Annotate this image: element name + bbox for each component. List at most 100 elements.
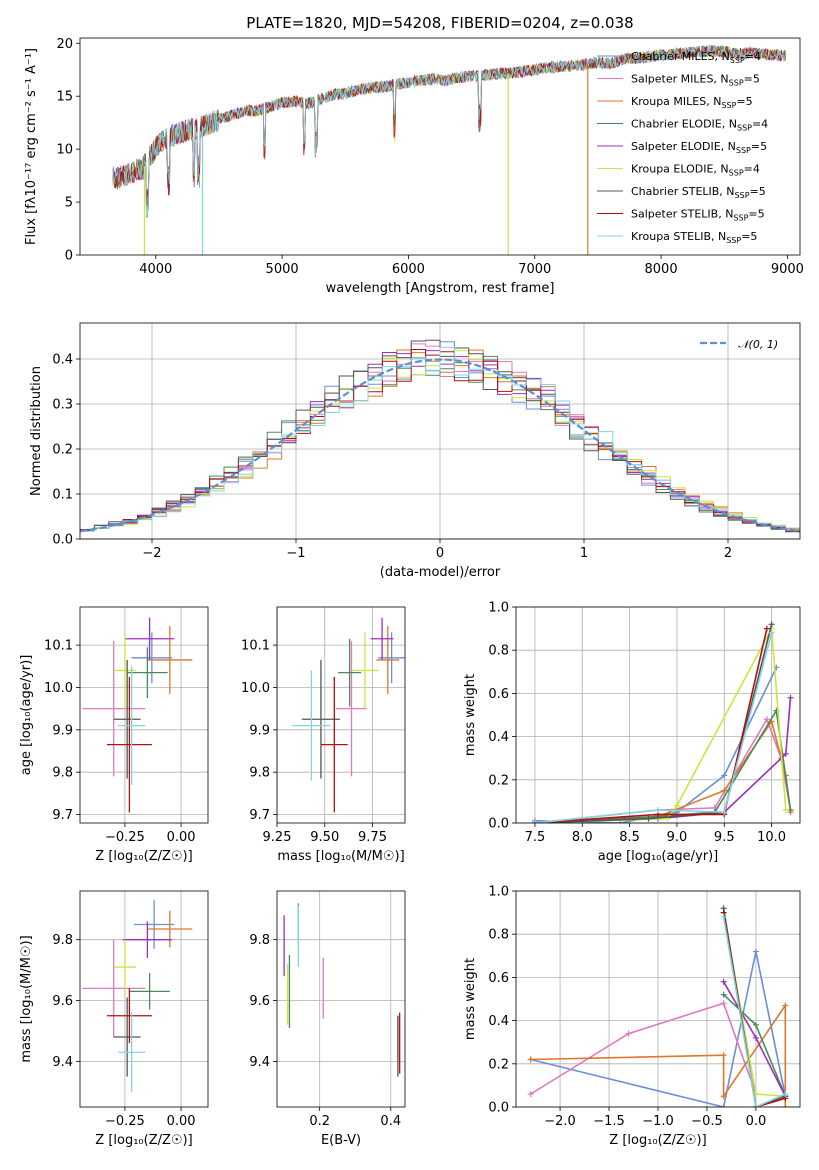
- y-tick-label: 0.2: [52, 443, 73, 458]
- x-tick-label: 0.00: [167, 1114, 196, 1129]
- weight-series: [530, 1002, 757, 1095]
- weight-marker: [782, 1091, 789, 1098]
- y-tick-label: 0.0: [488, 817, 509, 832]
- y-tick-label: 20: [56, 37, 73, 52]
- y-tick-label: 0.8: [488, 644, 509, 659]
- x-tick-label: 9000: [771, 262, 804, 277]
- errorbar-point: [338, 638, 362, 707]
- y-tick-label: 0.0: [52, 533, 73, 548]
- weight-series: [530, 951, 787, 1107]
- plot-area: [82, 900, 193, 1092]
- x-tick-label: 0.00: [167, 830, 196, 845]
- weight-series: [534, 632, 773, 823]
- errorbar-point: [113, 659, 141, 779]
- errorbar-point: [82, 640, 146, 777]
- y-tick-label: 0.4: [488, 1014, 509, 1029]
- x-tick-label: 1: [580, 546, 588, 561]
- x-axis-label: Z [log₁₀(Z/Z☉)]: [95, 849, 192, 864]
- x-axis-label: Z [log₁₀(Z/Z☉)]: [95, 1133, 192, 1148]
- y-tick-label: 1.0: [488, 885, 509, 900]
- y-tick-label: 9.8: [249, 766, 270, 781]
- panel-spectrum: 4000 5000 6000 7000 8000 9000 0 5 10 15 20 waveleng…: [24, 37, 804, 296]
- errorbar-point: [147, 626, 193, 694]
- weight-marker: [752, 1021, 759, 1028]
- y-tick-label: 1.0: [488, 601, 509, 616]
- errorbar-point: [147, 910, 193, 948]
- x-tick-label: 8.5: [619, 830, 640, 845]
- y-tick-label: 9.6: [52, 994, 73, 1009]
- weight-series: [723, 994, 787, 1097]
- errorbar-point: [127, 647, 168, 699]
- y-tick-label: 9.8: [249, 933, 270, 948]
- x-axis-label: E(B-V): [321, 1133, 361, 1148]
- weight-marker: [768, 629, 775, 636]
- errorbar-point: [106, 988, 152, 1044]
- panel-mass-vs-Z: −0.25 0.00 9.4 9.6 9.8 Z [log₁₀(Z/Z☉)] mass [l…: [19, 890, 209, 1148]
- weight-marker: [720, 1093, 727, 1100]
- x-tick-label: −2.0: [544, 1114, 576, 1129]
- x-axis-label: Z [log₁₀(Z/Z☉)]: [609, 1133, 706, 1148]
- x-tick-label: −0.5: [691, 1114, 723, 1129]
- weight-marker: [720, 1052, 727, 1059]
- legend-entry: 𝒩(0, 1): [738, 338, 778, 351]
- x-tick-label: 10.0: [757, 830, 786, 845]
- y-tick-label: 15: [56, 90, 73, 105]
- figure-title: PLATE=1820, MJD=54208, FIBERID=0204, z=0…: [246, 14, 633, 32]
- weight-marker: [763, 716, 770, 723]
- y-tick-label: 0.6: [488, 687, 509, 702]
- weight-marker: [721, 809, 728, 816]
- weight-marker: [721, 772, 728, 779]
- legend-entry: Chabrier ELODIE, NSSP=4: [631, 118, 768, 133]
- weight-marker: [720, 913, 727, 920]
- x-tick-label: 0.4: [380, 1114, 401, 1129]
- weight-marker: [625, 1030, 632, 1037]
- legend-entry: Chabrier MILES, NSSP=4: [631, 50, 761, 65]
- errorbar-point: [133, 900, 175, 949]
- weight-series: [534, 624, 773, 823]
- y-tick-label: 9.4: [52, 1055, 73, 1070]
- plot-area: [82, 617, 193, 813]
- y-axis-label: mass weight: [463, 674, 478, 756]
- x-axis-label: mass [log₁₀(M/M☉)]: [277, 849, 404, 864]
- weight-marker: [645, 815, 652, 822]
- plot-area: [292, 617, 405, 813]
- errorbar-point: [113, 632, 137, 709]
- errorbar-point: [113, 997, 141, 1077]
- plot-area: [80, 339, 800, 534]
- panel-residuals: −2 −1 0 1 2 0.0 0.1 0.2 0.3 0.4 (data-model)/error…: [29, 322, 801, 580]
- y-tick-label: 10.1: [241, 639, 270, 654]
- y-tick-label: 9.6: [249, 994, 270, 1009]
- errorbar-point: [82, 939, 146, 1038]
- panel-weight-vs-age: 7.5 8.0 8.5 9.0 9.5 10.0 0.0 0.2 0.4 0.6 0.8 1.0 age…: [463, 601, 801, 864]
- weight-marker: [531, 820, 538, 823]
- axes-frame: [79, 890, 209, 1108]
- x-tick-label: 5000: [266, 262, 299, 277]
- y-axis-label: mass [log₁₀(M/M☉)]: [19, 935, 34, 1062]
- weight-series: [722, 916, 786, 1107]
- y-tick-label: 10.0: [241, 681, 270, 696]
- y-tick-label: 9.9: [249, 723, 270, 738]
- legend-entry: Salpeter STELIB, NSSP=5: [631, 208, 765, 223]
- panel-age-vs-Z: −0.25 0.00 9.7 9.8 9.9 10.0 10.1 Z [log₁₀(Z/Z☉)…: [19, 606, 209, 864]
- weight-marker: [752, 1034, 759, 1041]
- x-tick-label: 7000: [518, 262, 551, 277]
- errorbar-point: [336, 640, 367, 777]
- weight-marker: [782, 807, 789, 814]
- y-tick-label: 0.8: [488, 928, 509, 943]
- y-tick-label: 0.2: [488, 773, 509, 788]
- legend: 𝒩(0, 1): [700, 338, 778, 351]
- x-axis-label: (data-model)/error: [380, 565, 501, 580]
- x-tick-label: −1.5: [593, 1114, 625, 1129]
- y-tick-label: 0.4: [488, 730, 509, 745]
- errorbar-point: [320, 676, 348, 813]
- x-tick-label: 0.2: [309, 1114, 330, 1129]
- weight-marker: [527, 1056, 534, 1063]
- weight-marker: [752, 948, 759, 955]
- legend-entry: Kroupa STELIB, NSSP=5: [631, 230, 757, 245]
- weight-marker: [752, 1104, 759, 1107]
- errorbar-point: [351, 632, 379, 709]
- x-tick-label: −0.25: [105, 1114, 145, 1129]
- x-tick-label: 6000: [392, 262, 425, 277]
